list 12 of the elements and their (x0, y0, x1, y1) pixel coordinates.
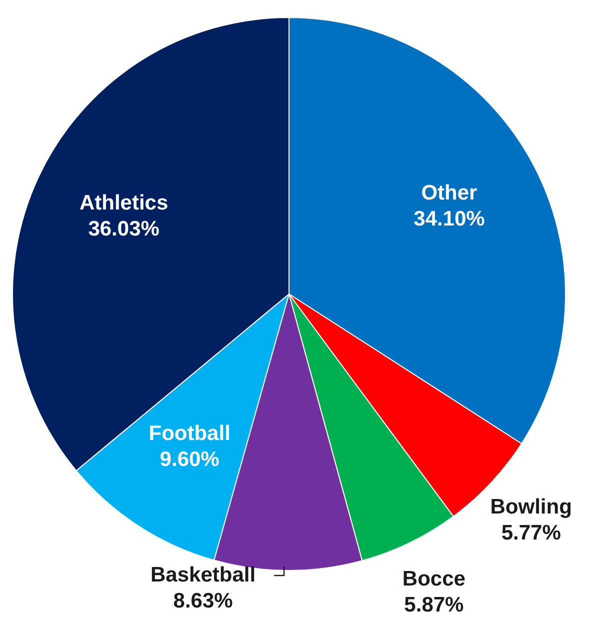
slice-label: Basketball (150, 563, 256, 586)
data-label: 5.77% (501, 522, 562, 545)
data-label: 9.60% (160, 448, 220, 471)
data-label: 34.10% (414, 207, 486, 230)
slice-label: Athletics (79, 191, 168, 214)
data-label: 5.87% (404, 593, 464, 616)
data-label: 36.03% (88, 217, 160, 240)
slice-label: Bocce (402, 567, 466, 590)
slice-label: Other (421, 181, 478, 204)
slice-label: Bowling (490, 496, 572, 519)
data-label: 8.63% (173, 589, 234, 612)
slice-label: Football (148, 422, 230, 445)
